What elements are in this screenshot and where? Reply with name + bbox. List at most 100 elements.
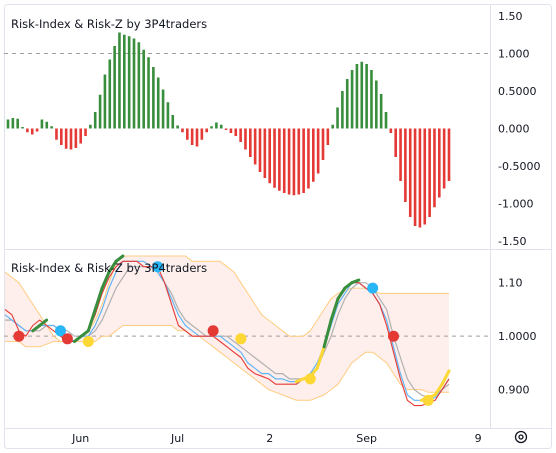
histogram-bar	[360, 61, 364, 129]
signal-line-segment	[350, 278, 361, 285]
signal-line-segment	[336, 286, 347, 301]
histogram-bar	[408, 128, 412, 217]
histogram-bar	[413, 128, 417, 226]
x-tick-label: 9	[475, 432, 482, 445]
histogram-bar	[312, 128, 315, 182]
y-tick-label: -1.50	[498, 235, 526, 248]
histogram-bar	[161, 89, 165, 129]
histogram-bar	[399, 128, 402, 181]
y-tick-label: 1.0000	[498, 330, 537, 343]
histogram-bar	[229, 128, 233, 133]
risk-index-pane: 1.50 1.000 0.5000 0.000 -0.5000 -1.000 -1.50	[4, 10, 540, 248]
histogram-bar	[350, 70, 354, 129]
x-tick-label: Jul	[170, 432, 184, 445]
histogram-bar	[118, 32, 121, 129]
histogram-bar	[447, 128, 451, 181]
histogram-bar	[321, 128, 325, 160]
histogram-bar	[30, 128, 34, 135]
signal-line-segment	[100, 270, 111, 290]
signal-line-segment	[329, 297, 340, 322]
pane2-title: Risk-Index & Risk-Z by 3P4traders	[11, 261, 207, 275]
pane1-title: Risk-Index & Risk-Z by 3P4traders	[11, 17, 207, 31]
y-tick-label: -1.000	[498, 198, 533, 211]
histogram-bar	[253, 128, 257, 165]
signal-line-segment	[114, 254, 125, 263]
histogram-bar	[292, 128, 296, 196]
chart-border	[4, 4, 552, 449]
histogram-bar	[79, 128, 82, 144]
histogram-bar	[370, 70, 373, 129]
histogram-bar	[195, 128, 199, 147]
band-fill	[5, 256, 449, 401]
x-tick-label: 2	[266, 432, 273, 445]
histogram-bar	[11, 118, 15, 129]
histogram-bar	[176, 125, 179, 129]
histogram-bar	[69, 128, 73, 150]
signal-line-segment	[38, 318, 49, 327]
y-tick-label: -0.5000	[498, 160, 540, 173]
histogram-bar	[6, 119, 10, 129]
histogram-bar	[98, 94, 102, 129]
histogram-bar	[297, 128, 301, 195]
histogram-bar	[379, 94, 383, 129]
time-axis: Jun Jul 2 Sep 9	[71, 432, 481, 445]
histogram-bar	[287, 128, 291, 195]
histogram-bar	[224, 128, 228, 130]
histogram-bar	[418, 128, 422, 228]
histogram-bar	[21, 127, 24, 129]
histogram-bar	[219, 124, 223, 129]
signal-line-segment	[315, 345, 326, 370]
histogram-bar	[210, 126, 213, 129]
histogram-bar	[50, 126, 53, 129]
signal-marker	[152, 261, 164, 273]
histogram-bar	[442, 128, 446, 189]
histogram-bar	[215, 122, 218, 129]
histogram-bar	[316, 128, 320, 174]
histogram-bar	[60, 128, 63, 145]
histogram-bar	[263, 128, 267, 178]
histogram-bar	[326, 128, 330, 145]
signal-marker	[61, 333, 73, 345]
signal-marker	[207, 325, 219, 337]
y-tick-label: 0.900	[498, 384, 530, 397]
histogram-bar	[384, 112, 388, 129]
histogram-bar	[302, 128, 305, 193]
histogram-bar	[404, 128, 407, 202]
histogram-bar	[394, 128, 397, 157]
signal-line-segment	[433, 382, 444, 397]
signal-line-segment	[107, 259, 118, 274]
histogram-bar	[132, 38, 136, 129]
risk-z-pane: 1.10 1.0000 0.900	[4, 254, 537, 407]
histogram-bar	[282, 128, 286, 193]
histogram-bar	[127, 36, 131, 129]
histogram-bar	[249, 128, 252, 157]
histogram-bar	[375, 80, 378, 129]
histogram-bar	[336, 107, 339, 129]
histogram-bar	[64, 128, 68, 149]
y-tick-label: 1.10	[498, 277, 523, 290]
histogram-bar	[258, 128, 262, 172]
signal-line-segment	[86, 307, 97, 333]
histogram-bar	[16, 118, 19, 129]
histogram-bar	[84, 128, 87, 136]
histogram-bar	[35, 128, 39, 132]
signal-line-segment	[440, 369, 451, 386]
y-tick-label: 0.000	[498, 123, 530, 136]
histogram-bar	[147, 57, 150, 129]
histogram-bar	[273, 128, 276, 188]
x-tick-label: Sep	[356, 432, 377, 445]
histogram-bar	[355, 64, 359, 129]
histogram-bar	[389, 128, 393, 133]
histogram-bar	[142, 49, 145, 129]
histogram-bar	[103, 74, 107, 129]
histogram-bar	[341, 91, 344, 129]
settings-icon[interactable]	[514, 430, 528, 444]
histogram-bar	[190, 128, 194, 145]
signal-marker	[235, 333, 247, 345]
histogram-bar	[234, 128, 238, 136]
histogram-bar	[423, 128, 427, 225]
histogram-bar	[428, 128, 431, 217]
histogram-bar	[137, 42, 141, 129]
histogram-bar	[268, 128, 271, 184]
